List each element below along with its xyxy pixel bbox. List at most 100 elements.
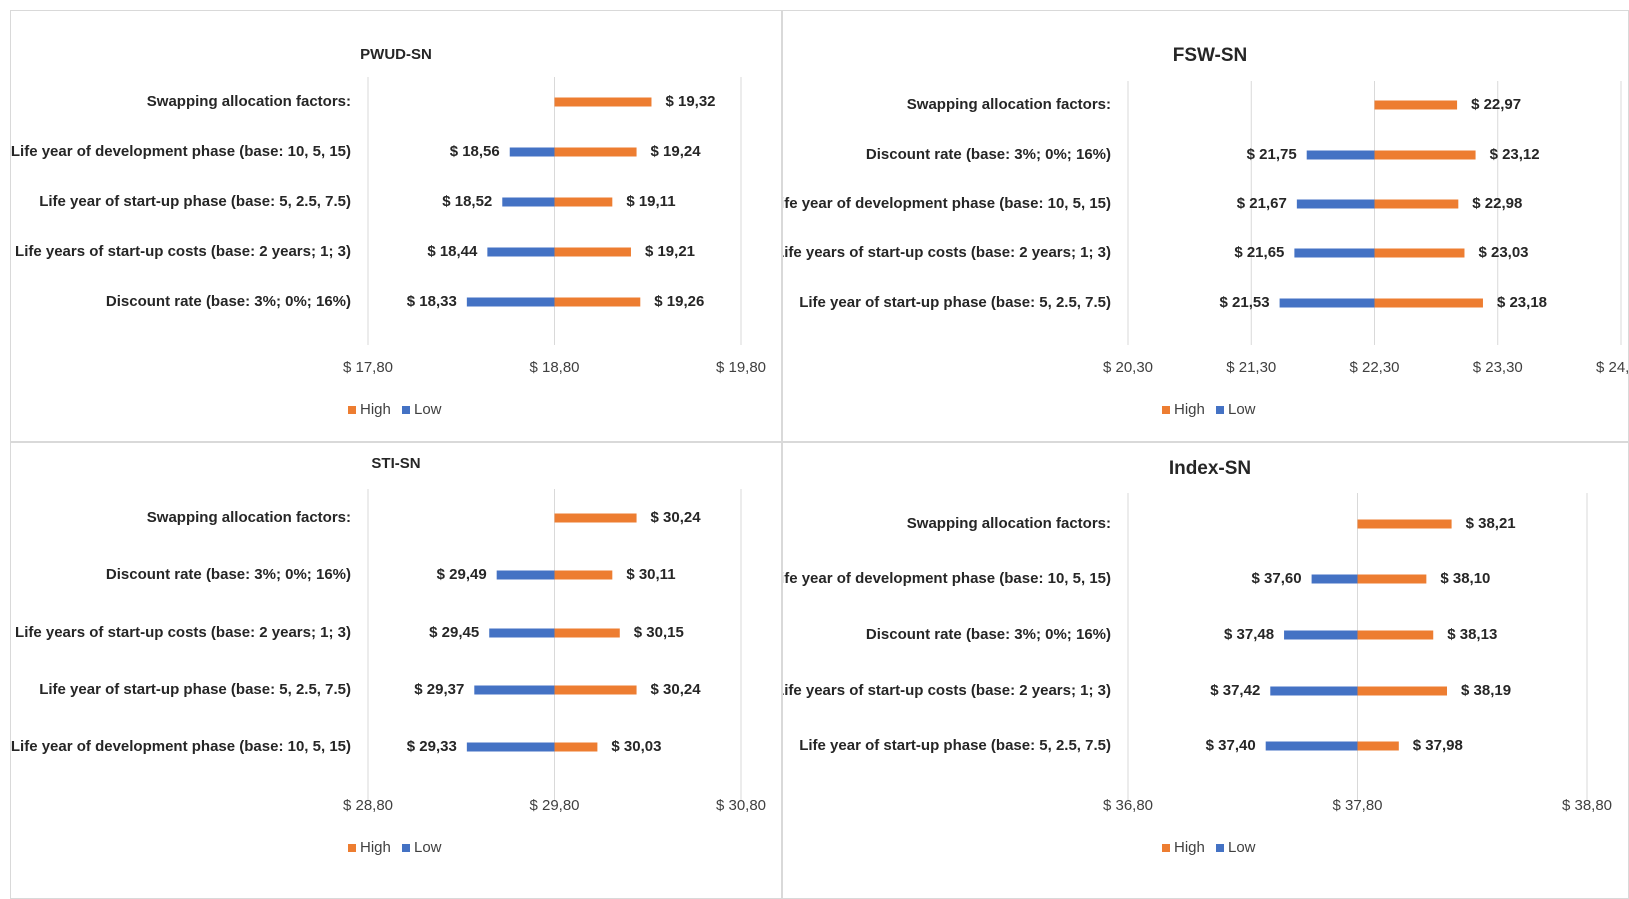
bar-high [1374, 100, 1458, 110]
x-tick-label: $ 22,30 [1349, 359, 1399, 376]
bar-high [554, 513, 637, 523]
legend-swatch-high [348, 406, 356, 414]
category-label: Swapping allocation factors: [907, 96, 1111, 113]
bar-low [496, 570, 555, 580]
category-label: Swapping allocation factors: [147, 509, 351, 526]
bar-low [1279, 298, 1375, 308]
category-label: Life years of start-up costs (base: 2 ye… [783, 244, 1111, 261]
x-tick-label: $ 23,30 [1473, 359, 1523, 376]
data-label-low: $ 37,48 [1224, 626, 1274, 643]
category-label: Life year of start-up phase (base: 5, 2.… [39, 193, 351, 210]
chart-panel-fsw-sn: $ 20,30 $ 21,30 $ 22,30 $ 23,30 $ 24,30 FSW-S… [782, 10, 1629, 442]
bar-high [1357, 519, 1452, 529]
bar-high [1357, 686, 1448, 696]
bar-high [1374, 248, 1465, 258]
data-label-high: $ 19,26 [654, 293, 704, 310]
x-tick-label: $ 24,30 [1596, 359, 1628, 376]
x-tick-label: $ 30,80 [716, 797, 766, 814]
x-tick-label: $ 28,80 [343, 797, 393, 814]
bar-high [554, 147, 637, 157]
data-label-low: $ 29,37 [414, 681, 464, 698]
legend-swatch-low [1216, 406, 1224, 414]
bar-high [554, 628, 620, 638]
category-label: Life year of start-up phase (base: 5, 2.… [799, 737, 1111, 754]
chart-title: PWUD-SN [360, 46, 432, 63]
bar-low [1270, 686, 1358, 696]
bar-low [1296, 199, 1375, 209]
legend-label-high: High [1174, 401, 1205, 418]
bar-low [1306, 150, 1375, 160]
bar-low [1265, 741, 1358, 751]
bar-low [466, 742, 555, 752]
bar-high [554, 685, 637, 695]
category-label: Discount rate (base: 3%; 0%; 16%) [866, 626, 1111, 643]
legend: High Low [1162, 839, 1256, 856]
chart-panel-index-sn: $ 36,80 $ 37,80 $ 38,80 Index-SN Swapping al… [782, 442, 1629, 899]
category-label: Life year of start-up phase (base: 5, 2.… [39, 681, 351, 698]
category-label: Swapping allocation factors: [147, 93, 351, 110]
data-label-low: $ 21,65 [1234, 244, 1284, 261]
chart-svg: $ 20,30 $ 21,30 $ 22,30 $ 23,30 $ 24,30 FSW-S… [783, 45, 1628, 418]
data-label-high: $ 30,03 [611, 738, 661, 755]
bar-high [1374, 199, 1459, 209]
data-label-high: $ 30,11 [626, 566, 675, 583]
chart-title: Index-SN [1169, 458, 1251, 479]
bar-high [1374, 298, 1483, 308]
data-label-high: $ 23,12 [1490, 146, 1540, 163]
category-label: Swapping allocation factors: [907, 515, 1111, 532]
data-label-high: $ 19,32 [665, 93, 715, 110]
chart-panel-pwud-sn: $ 17,80 $ 18,80 $ 19,80 PWUD-SN Swapping all… [10, 10, 782, 442]
bar-low [1311, 574, 1358, 584]
bar-low [1284, 630, 1358, 640]
bar-low [487, 247, 555, 257]
x-tick-label: $ 21,30 [1226, 359, 1276, 376]
bar-low [466, 297, 555, 307]
x-tick-label: $ 17,80 [343, 359, 393, 376]
bar-high [554, 247, 631, 257]
bar-high [554, 97, 652, 107]
data-label-low: $ 37,42 [1210, 682, 1260, 699]
data-label-low: $ 29,49 [437, 566, 487, 583]
category-label: Discount rate (base: 3%; 0%; 16%) [106, 566, 351, 583]
data-label-high: $ 30,24 [651, 681, 702, 698]
data-label-high: $ 30,15 [634, 624, 684, 641]
x-tick-label: $ 20,30 [1103, 359, 1153, 376]
chart-title: FSW-SN [1173, 45, 1248, 66]
data-label-high: $ 30,24 [651, 509, 702, 526]
data-label-low: $ 21,53 [1220, 294, 1270, 311]
data-label-low: $ 37,60 [1252, 570, 1302, 587]
data-label-low: $ 21,67 [1237, 195, 1287, 212]
category-label: Life years of start-up costs (base: 2 ye… [15, 243, 351, 260]
bar-high [1374, 150, 1476, 160]
legend: High Low [348, 839, 442, 856]
legend-label-low: Low [414, 839, 442, 856]
data-label-low: $ 29,33 [407, 738, 457, 755]
category-label: Discount rate (base: 3%; 0%; 16%) [106, 293, 351, 310]
legend: High Low [1162, 401, 1256, 418]
data-label-high: $ 38,13 [1447, 626, 1497, 643]
chart-svg: $ 17,80 $ 18,80 $ 19,80 PWUD-SN Swapping all… [11, 46, 766, 418]
x-tick-label: $ 36,80 [1103, 797, 1153, 814]
bar-low [474, 685, 555, 695]
bar-high [554, 742, 598, 752]
bar-low [502, 197, 555, 207]
data-label-high: $ 22,98 [1472, 195, 1522, 212]
data-label-low: $ 18,52 [442, 193, 492, 210]
bar-high [554, 570, 613, 580]
legend-label-high: High [1174, 839, 1205, 856]
x-tick-label: $ 19,80 [716, 359, 766, 376]
legend-label-high: High [360, 401, 391, 418]
legend-swatch-high [1162, 406, 1170, 414]
category-label: Life year of development phase (base: 10… [11, 738, 351, 755]
category-label: Life year of development phase (base: 10… [11, 143, 351, 160]
data-label-low: $ 37,40 [1206, 737, 1256, 754]
data-label-high: $ 23,18 [1497, 294, 1547, 311]
chart-svg: $ 36,80 $ 37,80 $ 38,80 Index-SN Swapping al… [783, 458, 1612, 856]
data-label-high: $ 22,97 [1471, 96, 1521, 113]
legend-swatch-low [1216, 844, 1224, 852]
bar-high [1357, 574, 1427, 584]
category-label: Life years of start-up costs (base: 2 ye… [15, 624, 351, 641]
bar-high [1357, 630, 1434, 640]
legend-swatch-high [348, 844, 356, 852]
data-label-low: $ 18,44 [427, 243, 478, 260]
